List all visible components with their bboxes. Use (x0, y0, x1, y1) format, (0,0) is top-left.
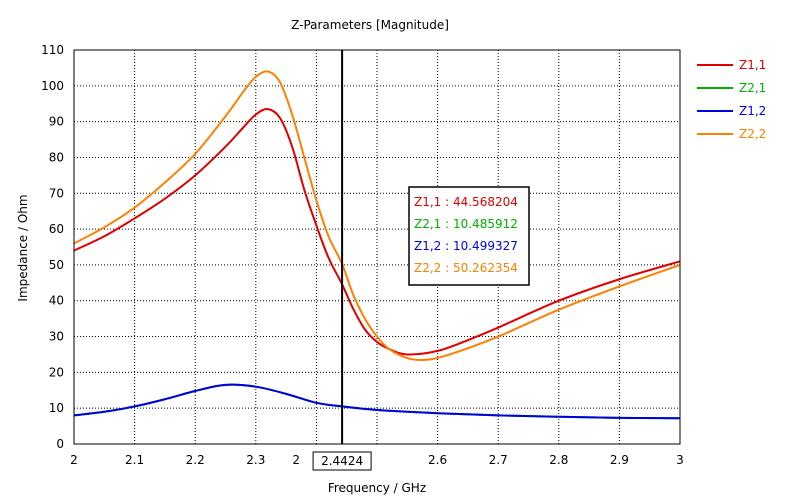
x-tick-labels: 2 2.1 2.2 2.3 2 2.6 2.7 2.8 2.9 3 (70, 453, 684, 467)
y-tick-label-1: 10 (49, 401, 64, 415)
marker-readout-box: Z1,1 : 44.568204 Z2,1 : 10.485912 Z1,2 : 1… (408, 186, 530, 286)
readout-line-0: Z1,1 : 44.568204 (414, 195, 518, 209)
x-tick-label-0: 2 (70, 453, 78, 467)
frequency-marker-label[interactable]: 2.4424 (312, 451, 372, 471)
x-tick-label-10: 3 (676, 453, 684, 467)
legend-label-3: Z2,2 (739, 127, 766, 141)
x-tick-label-8: 2.8 (549, 453, 568, 467)
y-tick-label-11: 110 (41, 43, 64, 57)
y-tick-label-4: 40 (49, 294, 64, 308)
series-line-Z1-1 (73, 108, 681, 356)
y-tick-label-10: 100 (41, 79, 64, 93)
y-tick-label-8: 80 (49, 150, 64, 164)
x-axis-title: Frequency / GHz (328, 481, 426, 495)
y-tick-label-3: 30 (49, 330, 64, 344)
readout-line-1: Z2,1 : 10.485912 (414, 217, 518, 231)
x-tick-label-9: 2.9 (610, 453, 629, 467)
y-tick-label-2: 20 (49, 365, 64, 379)
readout-line-2: Z1,2 : 10.499327 (414, 239, 518, 253)
y-tick-label-5: 50 (49, 258, 64, 272)
chart-title: Z-Parameters [Magnitude] (291, 18, 449, 32)
series-line-Z2-2 (73, 70, 681, 362)
readout-box-frame (408, 186, 530, 286)
series-layer (73, 70, 681, 420)
x-tick-label-1: 2.1 (125, 453, 144, 467)
x-tick-label-2: 2.2 (186, 453, 205, 467)
y-axis-title: Impedance / Ohm (16, 194, 30, 301)
x-tick-label-6: 2.6 (428, 453, 447, 467)
x-tick-label-3: 2.3 (246, 453, 265, 467)
marker-label-text: 2.4424 (321, 454, 363, 468)
marker-label-box (312, 451, 372, 471)
x-tick-label-4: 2 (292, 453, 300, 467)
series-line-Z1-2 (73, 383, 681, 420)
legend-label-0: Z1,1 (739, 58, 766, 72)
y-tick-labels: 0 10 20 30 40 50 60 70 80 90 100 110 (41, 43, 64, 451)
legend-label-1: Z2,1 (739, 81, 766, 95)
y-tick-label-9: 90 (49, 115, 64, 129)
plot-frame (73, 49, 681, 445)
x-tick-label-7: 2.7 (489, 453, 508, 467)
y-tick-label-0: 0 (56, 437, 64, 451)
readout-line-3: Z2,2 : 50.262354 (414, 261, 518, 275)
legend-label-2: Z1,2 (739, 104, 766, 118)
y-tick-label-6: 60 (49, 222, 64, 236)
legend: Z1,1 Z2,1 Z1,2 Z2,2 (697, 58, 766, 141)
y-tick-label-7: 70 (49, 186, 64, 200)
